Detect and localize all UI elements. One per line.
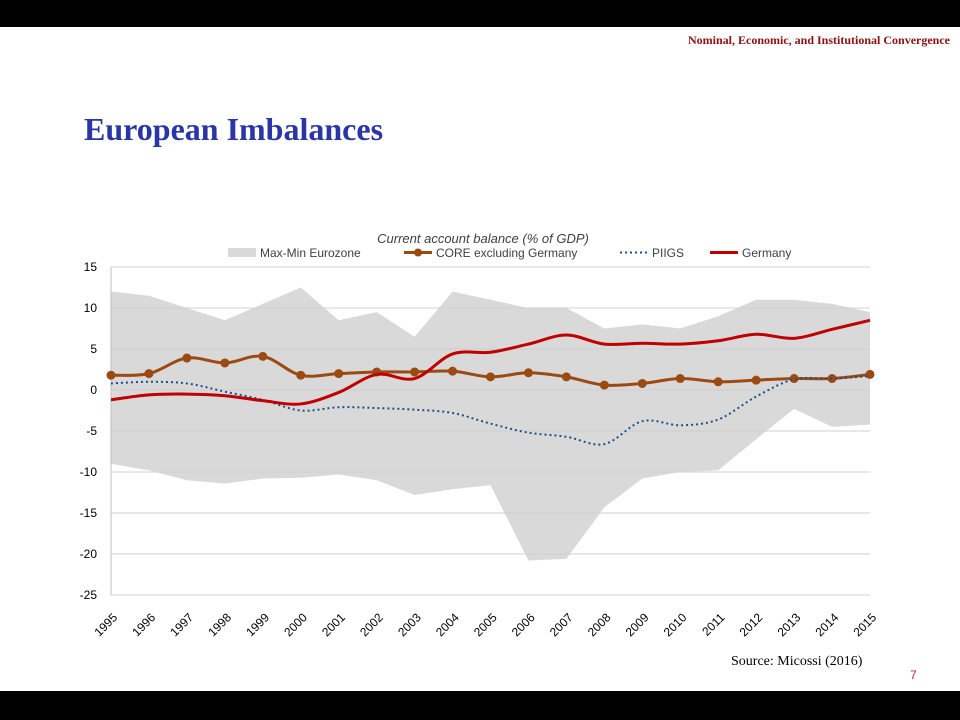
x-tick-label: 2012: [737, 610, 766, 639]
data-point-core-excluding-germany: [675, 374, 685, 384]
x-tick-label: 2010: [661, 610, 690, 639]
legend-swatch-band: [228, 248, 256, 257]
data-point-core-excluding-germany: [561, 372, 571, 382]
y-tick-label: 10: [84, 301, 98, 315]
data-point-core-excluding-germany: [486, 372, 495, 382]
x-tick-label: 2006: [509, 610, 538, 639]
x-tick-label: 2015: [850, 610, 879, 639]
data-point-core-excluding-germany: [865, 369, 875, 379]
data-point-core-excluding-germany: [106, 370, 116, 380]
legend-label: CORE excluding Germany: [436, 246, 577, 260]
legend-label: PIIGS: [652, 246, 684, 260]
legend-marker-core: [414, 248, 422, 257]
x-tick-label: 2000: [281, 610, 310, 639]
data-point-core-excluding-germany: [258, 351, 268, 361]
y-tick-label: -25: [80, 588, 98, 602]
data-point-core-excluding-germany: [182, 353, 192, 363]
slide: Nominal, Economic, and Institutional Con…: [0, 27, 960, 691]
data-point-core-excluding-germany: [334, 369, 344, 379]
x-tick-label: 2011: [699, 610, 727, 638]
band-area: [111, 287, 870, 561]
chart-title: Current account balance (% of GDP): [377, 231, 589, 246]
data-point-core-excluding-germany: [410, 367, 420, 377]
x-tick-label: 1999: [243, 610, 272, 639]
data-point-core-excluding-germany: [448, 366, 458, 376]
x-tick-label: 2001: [319, 610, 348, 639]
x-tick-label: 1996: [129, 610, 158, 639]
x-tick-label: 2009: [623, 610, 652, 639]
x-tick-label: 2002: [357, 610, 386, 639]
y-tick-label: -20: [80, 547, 98, 561]
data-point-core-excluding-germany: [713, 377, 723, 387]
x-tick-label: 2003: [395, 610, 424, 639]
series-line-piigs: [110, 375, 871, 446]
y-tick-label: 5: [90, 342, 97, 356]
chart-legend: Max-Min Eurozone CORE excluding Germany PI…: [228, 246, 791, 260]
x-tick-label: 2004: [433, 610, 462, 639]
data-point-core-excluding-germany: [523, 368, 533, 378]
y-tick-label: 0: [90, 383, 97, 397]
x-tick-label: 2008: [585, 610, 614, 639]
x-tick-label: 2013: [775, 610, 804, 639]
data-point-core-excluding-germany: [637, 378, 647, 388]
band-layer: [111, 287, 870, 561]
x-tick-label: 2014: [813, 610, 842, 639]
data-point-core-excluding-germany: [599, 380, 609, 390]
y-tick-label: 15: [84, 260, 98, 274]
x-tick-label: 1995: [91, 610, 120, 639]
source-note: Source: Micossi (2016): [731, 654, 863, 669]
x-tick-label: 2005: [471, 610, 500, 639]
data-point-core-excluding-germany: [789, 374, 799, 384]
y-tick-label: -5: [86, 424, 97, 438]
data-point-core-excluding-germany: [296, 370, 306, 380]
data-point-core-excluding-germany: [144, 369, 154, 379]
data-point-core-excluding-germany: [220, 358, 230, 368]
page-number: 7: [910, 668, 917, 682]
current-account-chart: 15 10 5 0 -5 -10 -15 -20 -25 1995 1996 1997 1998 1999…: [80, 231, 880, 639]
data-point-core-excluding-germany: [751, 375, 761, 385]
slide-header: Nominal, Economic, and Institutional Con…: [687, 33, 950, 47]
y-tick-label: -15: [80, 506, 98, 520]
legend-label: Max-Min Eurozone: [260, 246, 361, 260]
slide-title: European Imbalances: [84, 111, 384, 147]
x-tick-label: 2007: [547, 610, 576, 639]
grid-layer: [111, 266, 870, 596]
x-tick-label: 1997: [167, 610, 196, 639]
legend-label: Germany: [742, 246, 791, 260]
series-layer: [106, 318, 875, 446]
x-tick-label: 1998: [205, 610, 234, 639]
y-tick-label: -10: [80, 465, 98, 479]
series-line-germany: [110, 318, 871, 406]
